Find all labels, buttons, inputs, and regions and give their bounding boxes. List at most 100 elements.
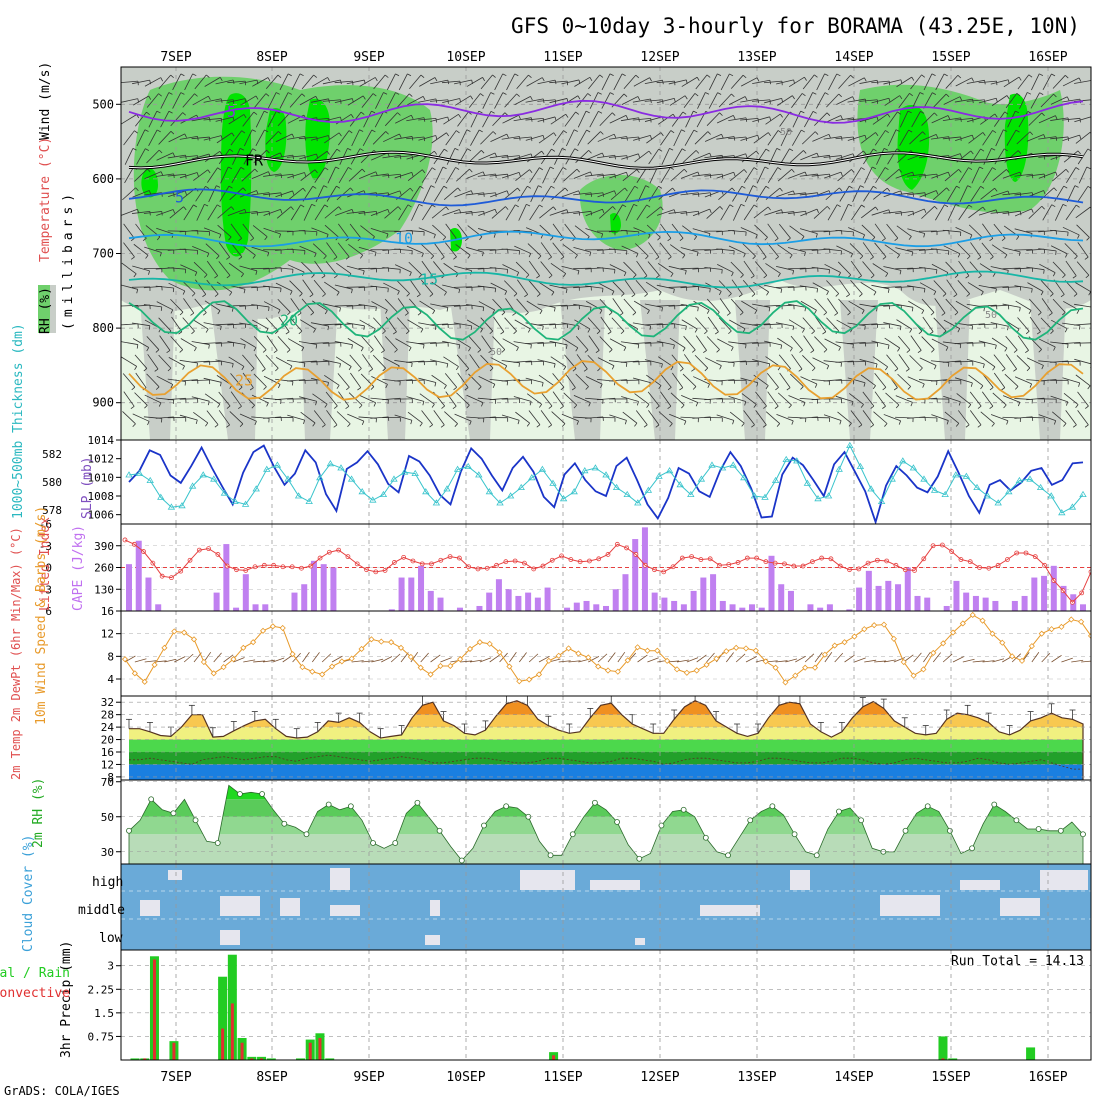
wind-barb-flag [160, 306, 163, 311]
wind-barb-flag [540, 234, 544, 239]
wind-barb [411, 204, 420, 221]
wind-barb-flag [881, 238, 886, 242]
wind-barb [824, 338, 841, 348]
wind-barb-flag [620, 330, 625, 335]
contour-label: 15 [420, 271, 438, 289]
wind-barb-flag [682, 111, 687, 115]
wind-barb [597, 357, 615, 367]
wind-barb-flag [943, 73, 948, 77]
thickness-point [697, 475, 706, 482]
wind-speed-point [506, 663, 513, 670]
wind-barb [324, 206, 339, 219]
wind-barb-flag [934, 206, 938, 210]
wind-barb-flag [1077, 234, 1080, 239]
wind-barb [290, 204, 302, 221]
thickness-point [750, 492, 759, 499]
rh-point [325, 801, 332, 808]
wind-barb-flag [1006, 169, 1010, 173]
wind-barb-flag [765, 385, 769, 390]
wind-barb [230, 373, 243, 388]
wind-barb [695, 317, 708, 332]
wind-barb [860, 206, 876, 219]
wind-barb-flag [1087, 385, 1091, 390]
wind-barb [419, 77, 436, 87]
wind-barb [158, 354, 172, 369]
wind-speed-point [328, 663, 336, 670]
wind-barb-flag [359, 129, 364, 132]
wind-speed-point [141, 678, 148, 685]
wind-barb [551, 411, 566, 424]
wind-barb [421, 167, 433, 183]
wind-barb-flag [966, 255, 971, 260]
wind-barb [609, 338, 627, 348]
wind-barb [968, 374, 984, 387]
wind-barb [408, 261, 422, 275]
wind-barb-flag [752, 255, 756, 260]
wind-barb-flag [262, 349, 267, 353]
wind-barb-flag [362, 270, 365, 275]
wind-barb-flag [577, 95, 581, 100]
wind-barb-flag [338, 206, 342, 211]
wind-barb-flag [160, 77, 164, 82]
wind-barb-flag [264, 129, 269, 133]
wind-barb-flag [958, 401, 961, 406]
wind-barb [228, 356, 245, 367]
wind-barb [803, 335, 815, 351]
wind-barb [135, 372, 147, 388]
surface-wind-barb [814, 652, 823, 663]
wind-barb [990, 304, 1009, 307]
wind-barb-flag [554, 307, 556, 312]
wind-barb [966, 342, 985, 344]
wind-barb [934, 298, 946, 314]
legend-convective: Convective [0, 986, 70, 1001]
wind-barb [756, 166, 766, 184]
wind-barb [418, 98, 437, 103]
wind-barb-flag [619, 312, 624, 316]
thickness-point [634, 499, 642, 506]
rh-point [547, 852, 554, 859]
wind-barb-flag [1041, 205, 1045, 210]
wind-barb-flag [989, 256, 994, 260]
wind-barb-flag [822, 331, 827, 335]
wind-barb [883, 211, 902, 214]
cloud-clear-patch [140, 900, 160, 916]
wind-speed-point [910, 672, 917, 679]
wind-barb [597, 190, 615, 198]
wind-barb-flag [421, 169, 426, 174]
wind-barb-flag [812, 92, 817, 95]
wind-barb-flag [384, 74, 389, 78]
wind-speed-point [466, 645, 474, 653]
wind-barb [409, 279, 421, 295]
wind-barb-flag [871, 166, 876, 170]
wind-barb [898, 335, 911, 351]
wind-barb [632, 98, 651, 103]
wind-barb-flag [1001, 368, 1006, 372]
wind-barb [155, 173, 174, 177]
wind-barb [179, 248, 198, 251]
wind-barb-flag [646, 204, 651, 208]
wind-barb-flag [501, 349, 506, 353]
wind-barb [967, 282, 984, 293]
surface-wind-barb [331, 655, 343, 663]
wind-barb [359, 77, 376, 87]
wind-barb-flag [494, 288, 497, 293]
wind-barb [312, 150, 328, 163]
wind-barb-flag [430, 255, 434, 260]
wind-barb [896, 76, 912, 88]
wind-barb-flag [443, 185, 448, 189]
wind-barb [160, 92, 170, 109]
wind-barb-flag [179, 311, 184, 316]
wind-barb [980, 113, 996, 125]
wind-barb [744, 185, 754, 203]
wind-barb [442, 98, 460, 104]
wind-barb [625, 204, 635, 221]
wind-barb [911, 111, 921, 128]
wind-barb-flag [1086, 166, 1091, 170]
thickness-point [432, 499, 441, 506]
wind-barb [159, 335, 171, 351]
wind-speed-point [782, 679, 789, 686]
wind-barb [632, 361, 651, 363]
wind-barb-flag [801, 236, 805, 240]
wind-barb-flag [1026, 367, 1031, 372]
wind-barb [1065, 260, 1077, 277]
